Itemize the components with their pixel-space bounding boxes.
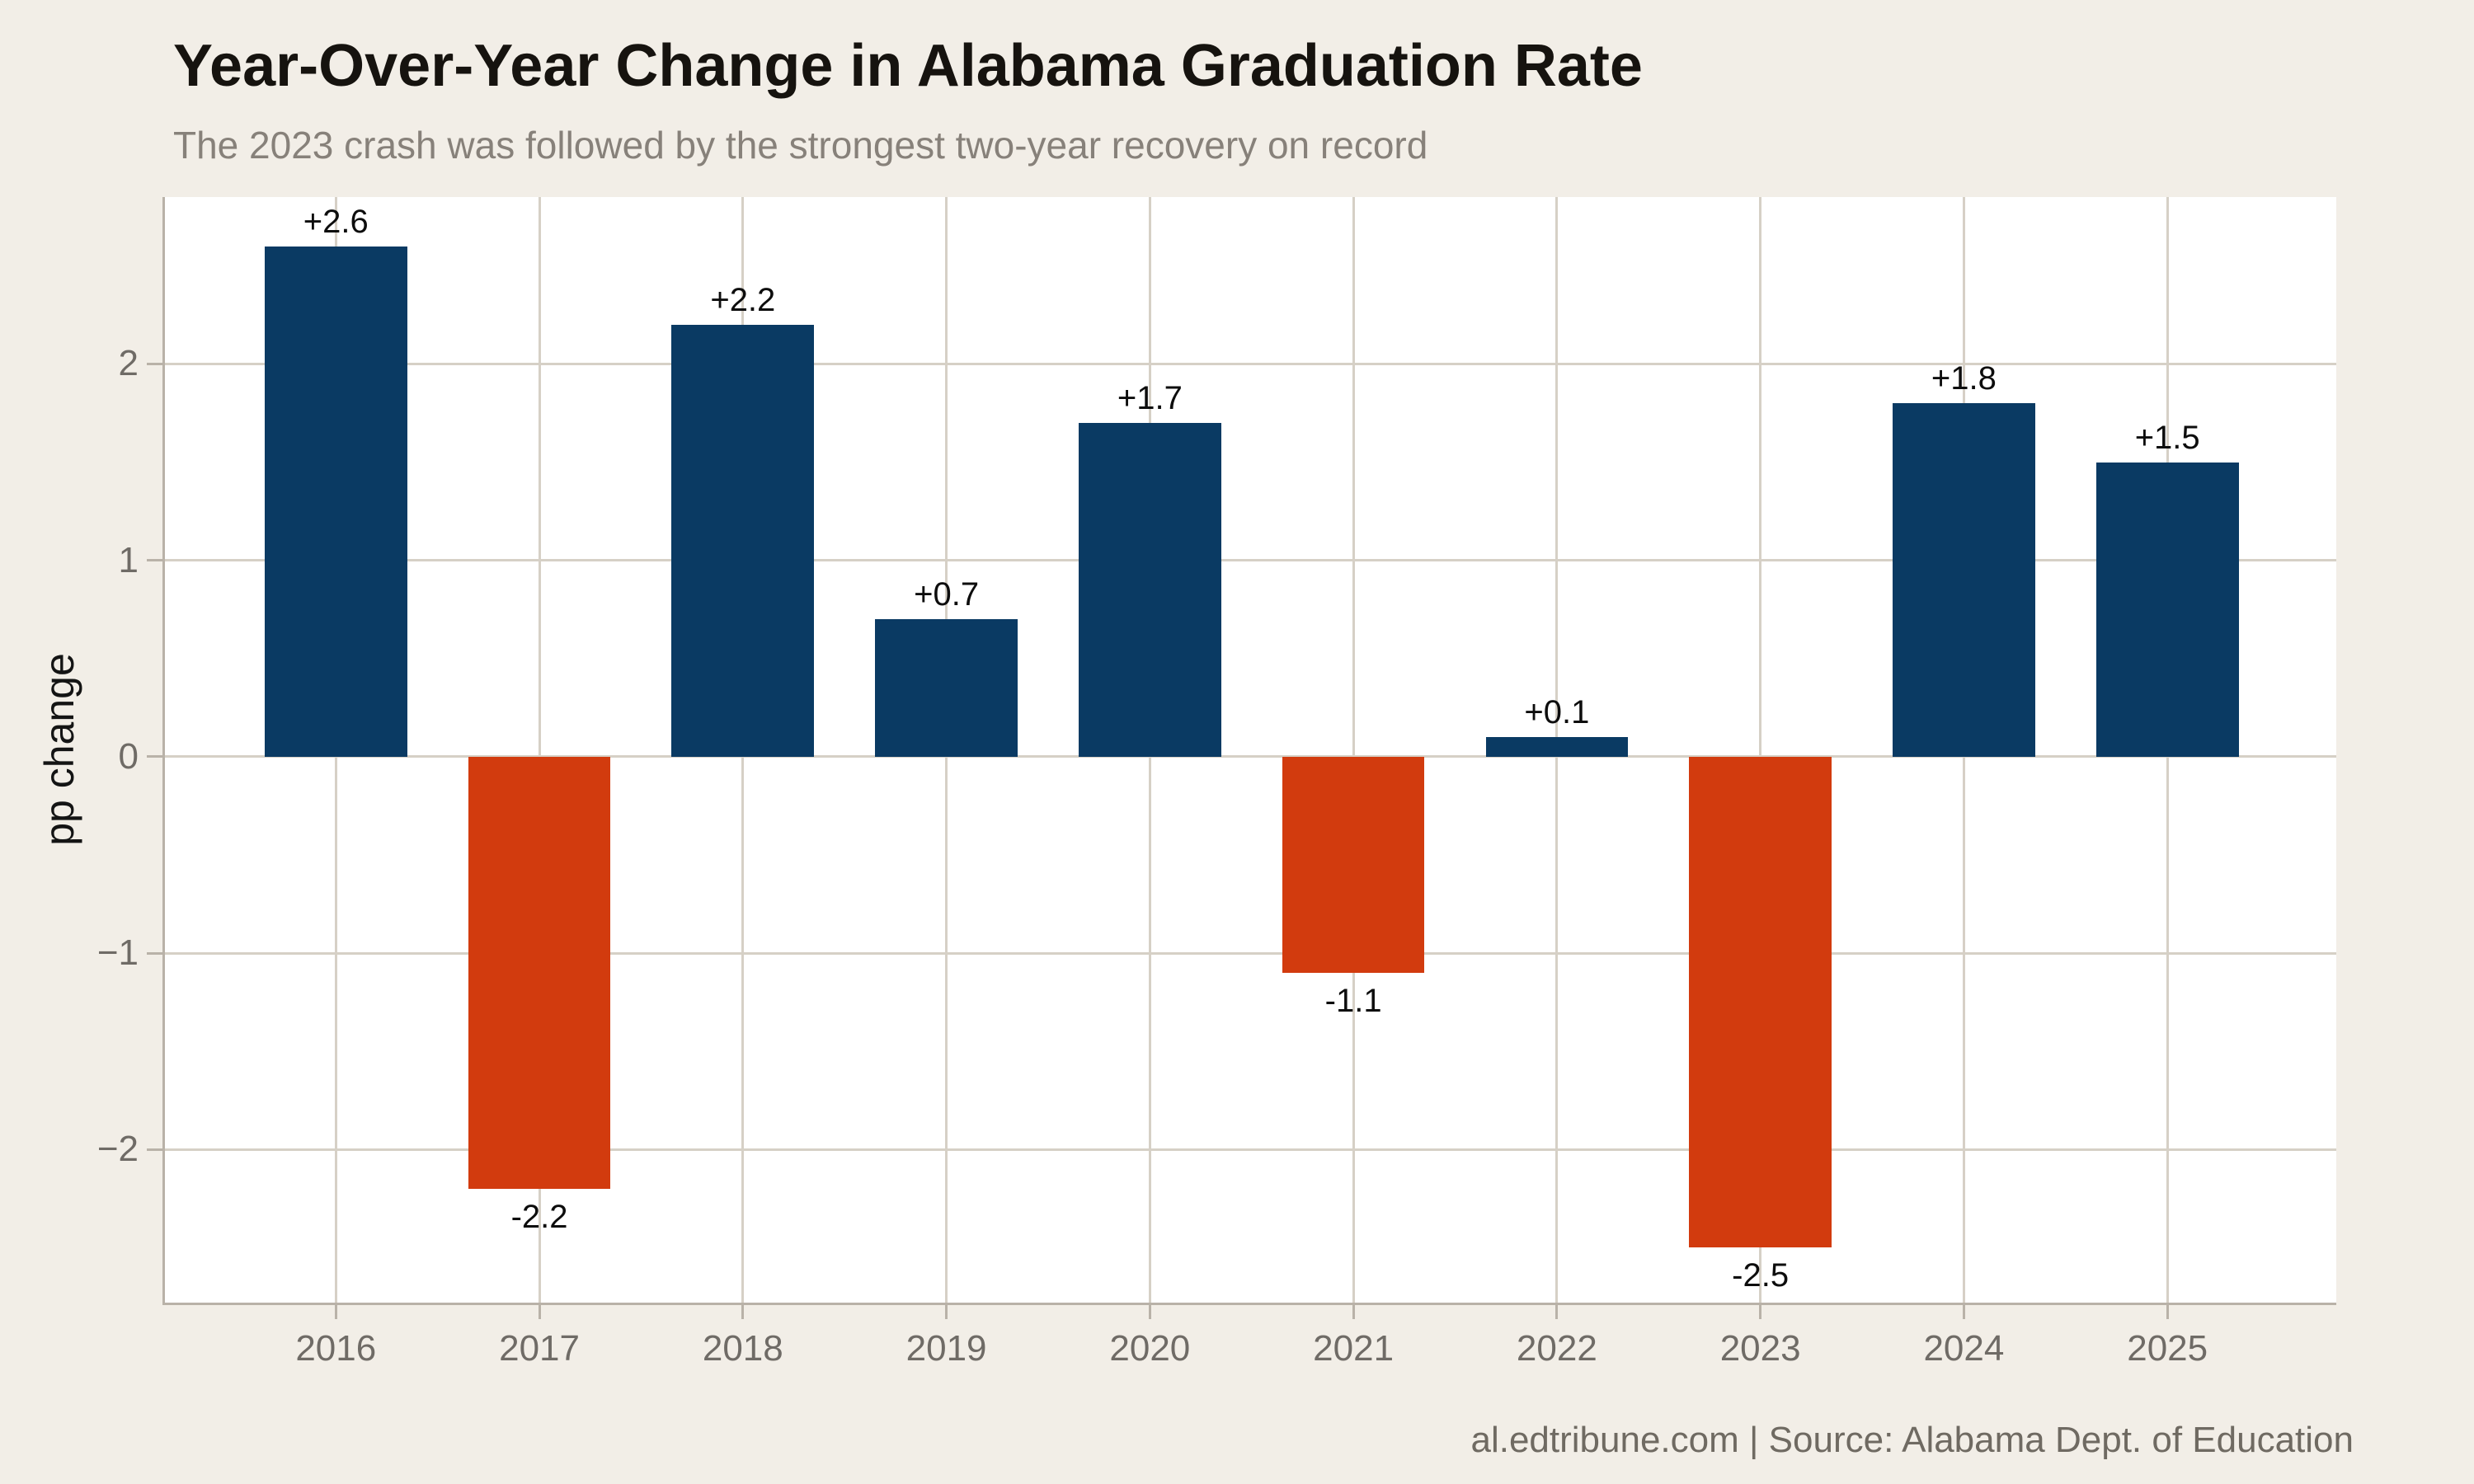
x-gridline-2021 [1352, 197, 1355, 1303]
x-tick-label-2019: 2019 [905, 1328, 987, 1369]
bar-value-label-2018: +2.2 [710, 281, 776, 318]
y-tick-1 [147, 559, 163, 562]
y-tick--1 [147, 951, 163, 955]
bar-value-label-2016: +2.6 [303, 203, 369, 240]
plot-area [165, 197, 2336, 1303]
y-gridline--1 [165, 951, 2336, 955]
chart-subtitle: The 2023 crash was followed by the stron… [173, 124, 1428, 167]
y-tick-0 [147, 755, 163, 758]
bar-value-label-2022: +0.1 [1524, 694, 1590, 731]
y-axis-spine [162, 197, 165, 1305]
x-tick-2020 [1148, 1304, 1151, 1319]
x-tick-label-2017: 2017 [499, 1328, 580, 1369]
x-axis-spine [162, 1303, 2336, 1305]
y-tick-2 [147, 362, 163, 365]
bar-2021 [1282, 756, 1425, 973]
y-gridline-2 [165, 362, 2336, 365]
y-tick-label--2: −2 [96, 1129, 139, 1170]
y-tick-label-1: 1 [118, 539, 139, 580]
x-gridline-2017 [538, 197, 541, 1303]
x-tick-label-2025: 2025 [2127, 1328, 2208, 1369]
y-tick-label--1: −1 [96, 932, 139, 974]
x-tick-label-2022: 2022 [1516, 1328, 1597, 1369]
x-tick-label-2020: 2020 [1109, 1328, 1191, 1369]
x-tick-2024 [1962, 1304, 1965, 1319]
bar-2024 [1893, 403, 2035, 757]
bar-value-label-2024: +1.8 [1931, 360, 1997, 397]
bar-value-label-2019: +0.7 [914, 576, 980, 613]
x-tick-label-2023: 2023 [1719, 1328, 1801, 1369]
source-credit: al.edtribune.com | Source: Alabama Dept.… [1470, 1420, 2354, 1460]
bar-value-label-2017: -2.2 [510, 1198, 568, 1235]
bar-2018 [671, 324, 815, 757]
x-tick-2021 [1352, 1304, 1355, 1319]
bar-2017 [468, 756, 611, 1189]
bar-2023 [1689, 756, 1832, 1248]
x-tick-label-2021: 2021 [1313, 1328, 1395, 1369]
bar-value-label-2020: +1.7 [1117, 379, 1183, 416]
y-gridline-1 [165, 559, 2336, 562]
x-tick-2022 [1555, 1304, 1559, 1319]
x-tick-2019 [945, 1304, 948, 1319]
x-tick-2017 [538, 1304, 541, 1319]
x-tick-label-2018: 2018 [702, 1328, 783, 1369]
bar-value-label-2025: +1.5 [2134, 419, 2200, 456]
y-tick--2 [147, 1148, 163, 1151]
chart-title: Year-Over-Year Change in Alabama Graduat… [173, 33, 1643, 99]
x-tick-label-2016: 2016 [295, 1328, 377, 1369]
y-gridline--2 [165, 1148, 2336, 1151]
x-tick-2023 [1759, 1304, 1762, 1319]
bar-2022 [1485, 737, 1629, 757]
bar-value-label-2021: -1.1 [1324, 982, 1382, 1019]
x-gridline-2023 [1759, 197, 1762, 1303]
bar-value-label-2023: -2.5 [1732, 1257, 1790, 1294]
bar-2020 [1078, 422, 1221, 757]
y-tick-label-0: 0 [118, 735, 139, 777]
x-tick-2016 [334, 1304, 337, 1319]
bar-2019 [875, 619, 1018, 757]
bar-2025 [2095, 462, 2239, 757]
bar-2016 [264, 246, 407, 757]
x-tick-2018 [741, 1304, 745, 1319]
x-tick-2025 [2166, 1304, 2169, 1319]
x-tick-label-2024: 2024 [1923, 1328, 2005, 1369]
y-gridline-0 [165, 755, 2336, 758]
y-tick-label-2: 2 [118, 343, 139, 384]
